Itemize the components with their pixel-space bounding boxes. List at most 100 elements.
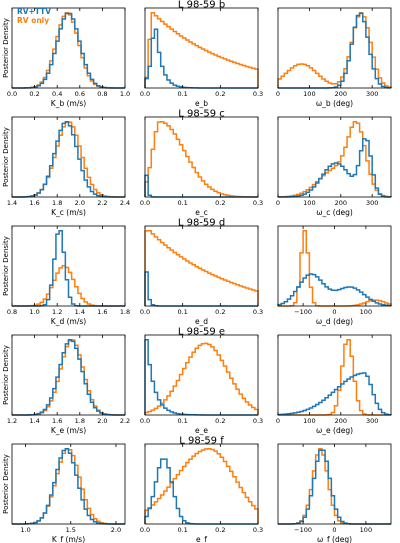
x-tick-label: 0 xyxy=(276,90,280,98)
series-rv-ttv-hist xyxy=(144,458,258,525)
histogram-panel: 1.0 1.5 2.0 K_f (m/s) xyxy=(11,443,126,543)
legend-rv-only: RV only xyxy=(17,16,49,25)
x-tick-label: 1.8 xyxy=(120,308,130,316)
histogram-panel: −100 0 100 ω_d (deg) xyxy=(277,225,392,326)
histogram-panel: 0 100 200 300 ω_c (deg) xyxy=(276,116,392,217)
x-tick-label: 0 xyxy=(276,417,280,425)
x-tick-label: 2.0 xyxy=(111,526,121,534)
x-tick-label: 0.2 xyxy=(29,90,39,98)
series-rv-ttv-hist xyxy=(277,273,392,307)
histogram-panel: 0.0 0.1 0.2 0.3 e_c xyxy=(140,116,263,217)
panel-frame xyxy=(277,334,392,416)
panel-frame xyxy=(144,443,259,525)
histogram-panel: 0 100 200 300 ω_b (deg) xyxy=(276,7,392,108)
panel-frame xyxy=(11,225,126,307)
x-tick-label: 1.4 xyxy=(7,199,17,207)
series-rv-only-hist xyxy=(278,230,392,307)
series-rv-ttv-hist xyxy=(277,372,392,416)
x-tick-label: 1.6 xyxy=(52,417,62,425)
x-tick-label: −100 xyxy=(294,308,312,316)
x-tick-label: 300 xyxy=(366,90,378,98)
panel-frame xyxy=(277,7,392,89)
x-tick-label: 0.3 xyxy=(253,90,263,98)
x-tick-label: 0.0 xyxy=(7,90,17,98)
x-tick-label: 2.0 xyxy=(75,199,85,207)
panel-title: L 98-59 d xyxy=(178,218,225,229)
panel-title: L 98-59 f xyxy=(179,436,224,447)
x-tick-label: 2.0 xyxy=(97,417,107,425)
x-tick-label: 0.2 xyxy=(215,526,225,534)
x-axis-label: e_c xyxy=(195,208,208,217)
x-axis-label: K_c (m/s) xyxy=(51,208,86,217)
x-tick-label: 1.2 xyxy=(52,308,62,316)
panel-frame xyxy=(144,116,259,198)
series-rv-ttv-hist xyxy=(12,448,125,525)
x-tick-label: 1.4 xyxy=(29,417,39,425)
x-axis-label: K_f (m/s) xyxy=(52,535,85,543)
x-axis-label: K_e (m/s) xyxy=(51,426,86,435)
x-tick-label: 100 xyxy=(303,90,315,98)
x-tick-label: 0.0 xyxy=(140,417,150,425)
x-tick-label: 0 xyxy=(332,308,336,316)
x-axis-label: ω_f (deg) xyxy=(317,535,352,543)
x-tick-label: 0.3 xyxy=(253,199,263,207)
x-tick-label: 1.4 xyxy=(75,308,85,316)
series-rv-only-hist xyxy=(278,339,391,416)
series-rv-only-hist xyxy=(144,230,259,306)
x-tick-label: 0.0 xyxy=(140,199,150,207)
x-axis-label: ω_c (deg) xyxy=(316,208,353,217)
x-tick-label: 0 xyxy=(332,526,336,534)
histogram-panel: 0.8 1.0 1.2 1.4 1.6 1.8 K_d (m/s) xyxy=(7,225,130,326)
panel-frame xyxy=(144,334,259,416)
x-tick-label: 2.2 xyxy=(120,417,130,425)
x-tick-label: 0 xyxy=(276,199,280,207)
x-tick-label: 200 xyxy=(335,199,347,207)
y-axis-label: Posterior Density xyxy=(2,454,10,514)
x-axis-label: ω_d (deg) xyxy=(316,317,353,326)
panel-frame xyxy=(11,7,126,89)
x-axis-label: e_f xyxy=(196,535,207,543)
x-axis-label: ω_b (deg) xyxy=(316,99,353,108)
histogram-panel: 0 100 200 300 ω_e (deg) xyxy=(276,334,392,435)
series-rv-only-hist xyxy=(277,12,392,88)
x-tick-label: 0.2 xyxy=(215,308,225,316)
x-tick-label: 0.6 xyxy=(75,90,85,98)
panel-frame xyxy=(11,443,126,525)
x-tick-label: 0.3 xyxy=(253,417,263,425)
series-rv-ttv-hist xyxy=(277,138,392,198)
y-axis-label: Posterior Density xyxy=(2,236,10,296)
x-tick-label: 1.6 xyxy=(29,199,39,207)
x-axis-label: ω_e (deg) xyxy=(316,426,353,435)
x-tick-label: 1.5 xyxy=(66,526,76,534)
series-rv-only-hist xyxy=(144,121,259,198)
x-axis-label: K_b (m/s) xyxy=(51,99,86,108)
x-tick-label: 1.8 xyxy=(75,417,85,425)
y-axis-label: Posterior Density xyxy=(2,345,10,405)
series-rv-only-hist xyxy=(144,12,259,88)
series-rv-only-hist xyxy=(12,448,125,525)
x-tick-label: 0.2 xyxy=(215,90,225,98)
x-tick-label: 2.2 xyxy=(97,199,107,207)
x-tick-label: 0.1 xyxy=(177,417,187,425)
panel-title: L 98-59 c xyxy=(178,109,224,120)
histogram-panel: 0.0 0.1 0.2 0.3 e_e xyxy=(140,334,263,435)
series-rv-ttv-hist xyxy=(12,121,125,198)
x-tick-label: −100 xyxy=(294,526,312,534)
x-axis-label: e_e xyxy=(195,426,208,435)
series-rv-ttv-hist xyxy=(144,28,258,89)
histogram-panel: −100 0 100 ω_f (deg) xyxy=(277,443,392,543)
x-tick-label: 0.8 xyxy=(7,308,17,316)
x-tick-label: 0.8 xyxy=(97,90,107,98)
x-tick-label: 0.2 xyxy=(215,199,225,207)
series-rv-only-hist xyxy=(12,339,125,416)
series-rv-only-hist xyxy=(278,448,391,525)
histogram-panel: 1.2 1.4 1.6 1.8 2.0 2.2 K_e (m/s) xyxy=(7,334,130,435)
x-tick-label: 0.1 xyxy=(177,526,187,534)
x-tick-label: 1.8 xyxy=(52,199,62,207)
x-tick-label: 0.1 xyxy=(177,308,187,316)
x-tick-label: 0.0 xyxy=(140,526,150,534)
x-axis-label: K_d (m/s) xyxy=(51,317,86,326)
series-rv-only-hist xyxy=(144,448,259,524)
histogram-panel: 0.0 0.2 0.4 0.6 0.8 1.0 K_b (m/s) xyxy=(7,7,130,108)
